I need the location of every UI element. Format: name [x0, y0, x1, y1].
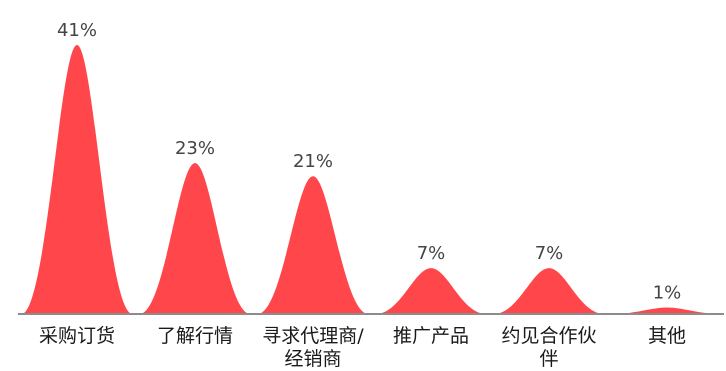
category-label-3: 推广产品	[393, 325, 469, 347]
category-label-1: 了解行情	[157, 325, 233, 347]
category-label-line: 了解行情	[157, 325, 233, 347]
value-label-5: 1%	[653, 282, 682, 303]
category-label-line: 约见合作伙	[501, 325, 596, 347]
value-labels-group: 41% 23% 21% 7% 7% 1%	[57, 20, 681, 303]
bar-peak-4	[493, 268, 605, 314]
value-label-1: 23%	[175, 138, 215, 159]
bar-peak-0	[21, 45, 133, 314]
category-label-line: 推广产品	[393, 325, 469, 347]
category-label-5: 其他	[648, 325, 686, 347]
bar-peak-5	[611, 307, 723, 314]
category-label-line: 经销商	[284, 348, 341, 370]
category-label-2: 寻求代理商/经销商	[262, 325, 364, 370]
value-label-3: 7%	[417, 243, 446, 264]
bars-group	[21, 45, 723, 314]
bar-peak-1	[139, 163, 251, 314]
value-label-2: 21%	[293, 151, 333, 172]
bar-peak-3	[375, 268, 487, 314]
category-labels-group: 采购订货 了解行情 寻求代理商/经销商 推广产品 约见合作伙伴 其他	[39, 325, 686, 370]
category-label-line: 采购订货	[39, 325, 115, 347]
category-label-4: 约见合作伙伴	[501, 325, 596, 370]
category-label-line: 其他	[648, 325, 686, 347]
value-label-4: 7%	[535, 243, 564, 264]
category-label-line: 寻求代理商/	[262, 325, 364, 347]
category-label-0: 采购订货	[39, 325, 115, 347]
category-label-line: 伴	[539, 348, 558, 370]
bar-peak-2	[257, 176, 369, 314]
value-label-0: 41%	[57, 20, 97, 41]
